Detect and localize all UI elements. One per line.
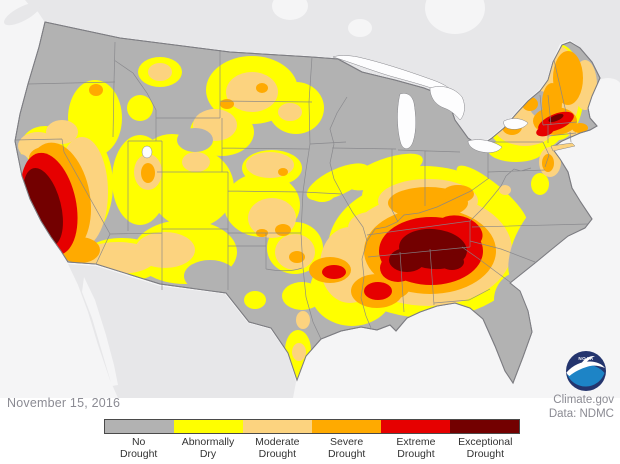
lake-erie <box>467 139 503 153</box>
legend-swatch-5 <box>450 420 519 433</box>
attribution-source: Climate.gov <box>553 394 614 406</box>
attribution-data: Data: NDMC <box>548 407 614 420</box>
legend-swatches <box>104 419 520 434</box>
great-salt-lake <box>141 145 153 159</box>
legend-label-5: Exceptional Drought <box>458 436 513 460</box>
legend-swatch-1 <box>174 420 243 433</box>
lake-huron <box>429 86 465 121</box>
great-lakes <box>141 55 529 159</box>
noaa-seagull-wing <box>581 355 595 365</box>
noaa-logo-text: NOAA <box>578 356 594 361</box>
legend-swatch-0 <box>105 420 174 433</box>
drought-legend: No Drought Abnormally Dry Moderate Drought Sev… <box>104 419 520 461</box>
date-label: November 15, 2016 <box>7 396 121 410</box>
legend-swatch-2 <box>243 420 312 433</box>
lake-michigan <box>397 93 416 149</box>
legend-label-3: Severe Drought <box>327 436 366 460</box>
long-island <box>550 142 576 152</box>
legend-label-4: Extreme Drought <box>396 436 436 460</box>
legend-swatch-4 <box>381 420 450 433</box>
legend-labels: No Drought Abnormally Dry Moderate Drought Sev… <box>104 436 520 461</box>
lake-ontario <box>503 118 529 130</box>
noaa-logo: NOAA <box>566 351 606 391</box>
lake-superior <box>332 55 453 98</box>
canada-landmass <box>25 0 620 145</box>
us-drought-map: NOAA <box>4 0 620 398</box>
legend-swatch-3 <box>312 420 381 433</box>
attribution: Climate.gov Data: NDMC <box>549 394 614 422</box>
canada-water-bodies <box>272 0 620 98</box>
state-borders <box>14 41 589 340</box>
legend-label-0: No Drought <box>119 436 158 460</box>
legend-label-1: Abnormally Dry <box>181 436 235 460</box>
legend-label-2: Moderate Drought <box>255 436 300 460</box>
gulf-of-california <box>82 277 118 386</box>
vancouver-island <box>4 2 40 26</box>
mexico-landmass <box>68 264 296 398</box>
noaa-seagull-icon <box>566 361 605 376</box>
